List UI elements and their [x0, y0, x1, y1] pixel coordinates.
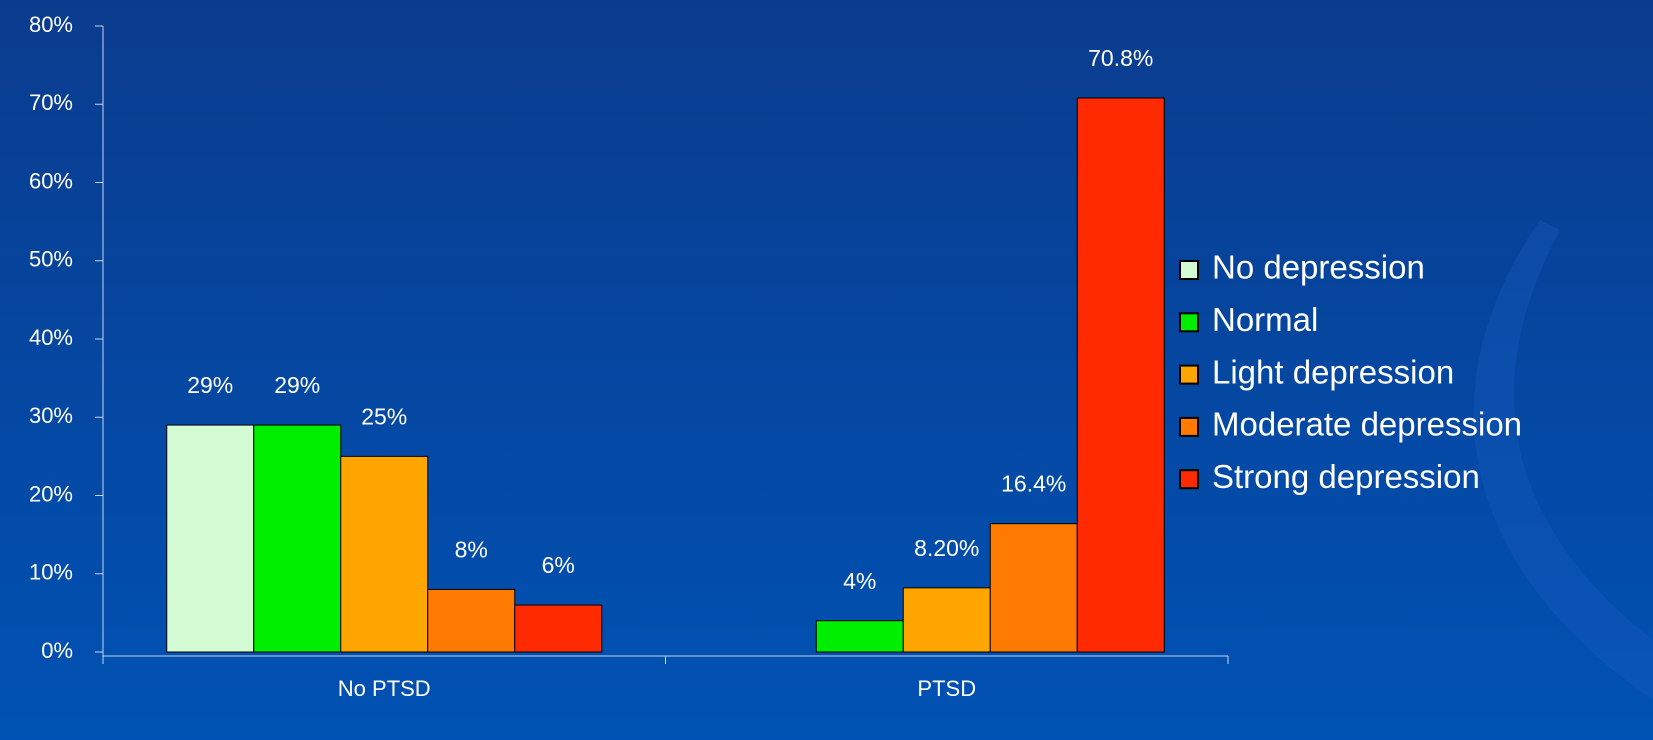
- bar: [902, 587, 991, 653]
- y-tick-label: 80%: [29, 12, 73, 37]
- legend-swatch: [1179, 260, 1199, 280]
- bar: [514, 604, 603, 653]
- value-label: 25%: [361, 403, 407, 429]
- value-label: 16.4%: [1001, 471, 1066, 497]
- legend-swatch: [1179, 312, 1199, 333]
- y-tick-label: 0%: [41, 638, 73, 663]
- bar: [1076, 97, 1165, 653]
- bar: [989, 523, 1078, 653]
- bar: [815, 620, 904, 653]
- value-label: 8.20%: [914, 535, 979, 561]
- value-label: 6%: [542, 552, 575, 578]
- value-label: 4%: [843, 568, 876, 594]
- legend-label: Strong depression: [1212, 458, 1480, 495]
- y-tick-label: 10%: [29, 560, 73, 585]
- bar: [427, 588, 516, 653]
- y-tick-label: 70%: [29, 90, 73, 115]
- y-tick-label: 20%: [29, 481, 73, 506]
- y-tick-label: 30%: [29, 403, 73, 428]
- y-tick-label: 40%: [29, 325, 73, 350]
- y-tick-label: 60%: [29, 168, 73, 193]
- decoration: [1473, 220, 1653, 700]
- legend-label: No depression: [1212, 249, 1425, 286]
- bar: [253, 424, 342, 653]
- legend-label: Moderate depression: [1212, 406, 1522, 443]
- value-label: 8%: [455, 536, 488, 562]
- legend-swatch: [1179, 416, 1199, 437]
- y-tick-label: 50%: [29, 247, 73, 272]
- legend-swatch: [1179, 469, 1199, 490]
- value-label: 29%: [187, 372, 233, 398]
- bar: [340, 455, 429, 653]
- x-tick-label: No PTSD: [338, 676, 431, 701]
- legend-swatch: [1179, 364, 1199, 385]
- legend-label: Light depression: [1212, 353, 1454, 390]
- value-label: 29%: [274, 372, 320, 398]
- bar: [166, 424, 255, 653]
- value-label: 70.8%: [1088, 45, 1153, 71]
- legend-label: Normal: [1212, 301, 1318, 338]
- x-tick-label: PTSD: [917, 676, 976, 701]
